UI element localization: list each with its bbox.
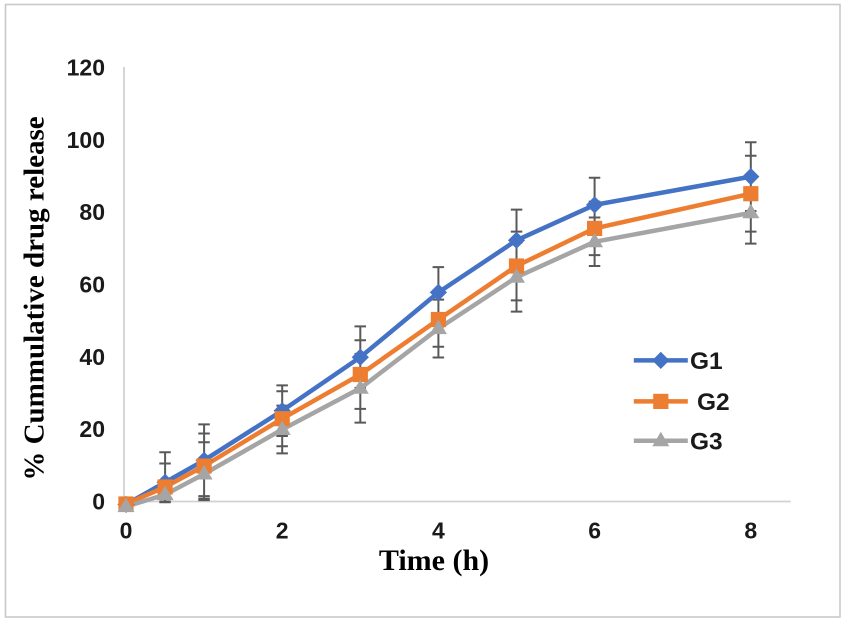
svg-text:0: 0 <box>120 518 133 544</box>
svg-text:G1: G1 <box>690 348 723 375</box>
svg-text:100: 100 <box>67 127 105 153</box>
svg-text:2: 2 <box>276 518 289 544</box>
svg-text:60: 60 <box>79 271 105 297</box>
svg-text:G3: G3 <box>690 429 723 456</box>
svg-text:6: 6 <box>588 518 601 544</box>
svg-text:40: 40 <box>79 344 105 370</box>
svg-text:0: 0 <box>92 489 105 515</box>
svg-text:% Cummulative drug release: % Cummulative drug release <box>19 116 51 480</box>
svg-text:8: 8 <box>744 518 757 544</box>
svg-text:120: 120 <box>67 54 105 80</box>
svg-text:Time (h): Time (h) <box>379 544 489 577</box>
svg-text:80: 80 <box>79 199 105 225</box>
svg-text:G2: G2 <box>697 389 730 416</box>
svg-text:4: 4 <box>432 518 445 544</box>
svg-text:20: 20 <box>79 416 105 442</box>
